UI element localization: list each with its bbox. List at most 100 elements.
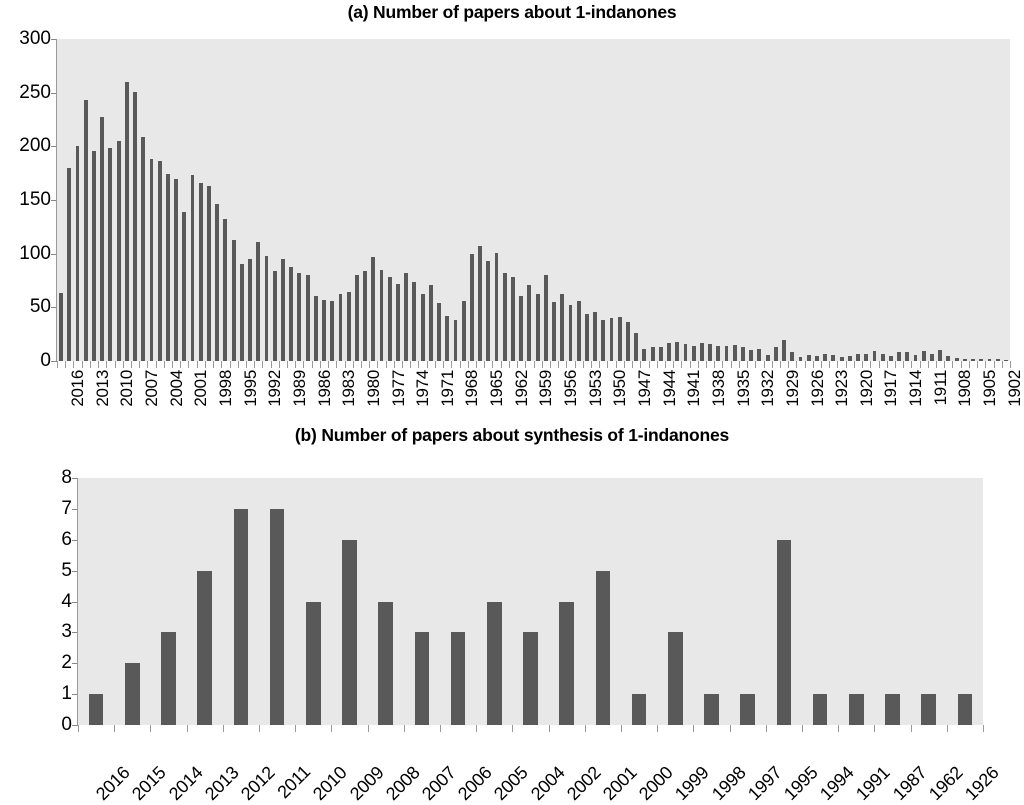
x-axis-tick-mark xyxy=(245,361,247,368)
y-axis-tick-label: 50 xyxy=(29,296,51,318)
x-axis-tick-label: 2008 xyxy=(381,762,424,805)
x-axis-tick-mark xyxy=(139,361,141,368)
x-axis-tick-label: 2016 xyxy=(68,370,88,407)
x-axis-tick-mark xyxy=(845,361,847,368)
x-axis-tick-mark xyxy=(910,725,912,732)
x-axis-tick-mark xyxy=(492,361,494,368)
chart-a-y-axis: 0 50 100 150 200 250 300 xyxy=(13,28,57,371)
bar xyxy=(798,356,803,361)
x-axis-tick-mark xyxy=(985,361,987,368)
x-axis-tick-mark xyxy=(804,361,806,368)
x-axis-tick-label: 1991 xyxy=(852,762,894,805)
x-axis-tick-label: 1944 xyxy=(659,370,679,407)
x-axis-tick-mark xyxy=(229,361,231,368)
x-axis-tick-label: 1956 xyxy=(561,370,581,407)
y-axis-tick-label: 100 xyxy=(19,242,51,264)
y-axis-tick-mark xyxy=(72,632,78,634)
bar xyxy=(157,161,162,361)
y-axis-tick-label: 1 xyxy=(61,683,72,705)
x-axis-tick-mark xyxy=(706,361,708,368)
x-axis-tick-mark xyxy=(738,361,740,368)
x-axis-tick-mark xyxy=(946,725,948,732)
x-axis-tick-mark xyxy=(254,361,256,368)
y-axis-tick-label: 3 xyxy=(61,621,72,643)
x-axis-tick-mark xyxy=(632,361,634,368)
bar xyxy=(642,349,647,361)
bar xyxy=(239,264,244,361)
x-axis-tick-label: 1926 xyxy=(807,370,827,407)
chart-b-y-axis: 0 1 2 3 4 5 6 7 8 xyxy=(34,467,78,735)
x-axis-tick-mark xyxy=(319,361,321,368)
x-axis-tick-label: 1998 xyxy=(215,370,235,407)
x-axis-tick-label: 1987 xyxy=(888,762,931,805)
x-axis-tick-mark xyxy=(615,361,617,368)
bar xyxy=(523,632,538,725)
bar xyxy=(269,508,285,725)
bar xyxy=(741,347,745,361)
x-axis-tick-mark xyxy=(57,361,58,368)
x-axis-tick-label: 2010 xyxy=(309,762,351,805)
x-axis-tick-mark xyxy=(574,361,576,368)
bar xyxy=(478,246,483,361)
x-axis-tick-mark xyxy=(1001,361,1003,368)
x-axis-tick-mark xyxy=(599,361,601,368)
x-axis-tick-mark xyxy=(878,361,880,368)
x-axis-tick-label: 1994 xyxy=(816,762,858,805)
bar xyxy=(92,150,96,361)
y-axis-tick-label: 4 xyxy=(61,590,72,612)
x-axis-tick-mark xyxy=(903,361,905,368)
x-axis-tick-label: 1926 xyxy=(960,762,1003,805)
x-axis-tick-label: 2016 xyxy=(92,762,134,805)
bar xyxy=(404,273,409,361)
x-axis-tick-mark xyxy=(500,361,502,368)
bar xyxy=(125,663,140,725)
bar xyxy=(543,275,548,361)
bar xyxy=(116,140,121,361)
bar xyxy=(67,167,72,361)
y-axis-tick-label: 7 xyxy=(61,497,72,519)
x-axis-tick-label: 1959 xyxy=(536,370,556,407)
x-axis-tick-mark xyxy=(812,361,814,368)
x-axis-tick-mark xyxy=(367,725,369,732)
x-axis-tick-mark xyxy=(517,361,519,368)
x-axis-tick-mark xyxy=(765,725,767,732)
x-axis-tick-mark xyxy=(549,361,551,368)
bar xyxy=(921,351,926,361)
x-axis-tick-label: 2007 xyxy=(142,370,162,407)
chart-b-plot-area xyxy=(78,478,983,725)
bar xyxy=(897,352,902,361)
bar xyxy=(995,358,1000,361)
x-axis-tick-mark xyxy=(259,725,260,732)
bar xyxy=(839,356,844,361)
x-axis-tick-mark xyxy=(426,361,428,368)
x-axis-tick-label: 1999 xyxy=(671,762,713,805)
x-axis-tick-mark xyxy=(919,361,921,368)
y-axis-tick-mark xyxy=(51,361,57,362)
bar xyxy=(378,601,393,725)
x-axis-tick-label: 1962 xyxy=(511,370,531,407)
x-axis-tick-mark xyxy=(328,361,330,368)
bar xyxy=(790,352,795,361)
bar xyxy=(280,259,285,361)
y-axis-tick-label: 150 xyxy=(19,189,51,210)
y-axis-tick-label: 0 xyxy=(61,714,72,735)
bar xyxy=(576,300,581,361)
x-axis-tick-mark xyxy=(525,361,527,368)
bar xyxy=(724,345,729,361)
x-axis-tick-label: 1962 xyxy=(924,762,967,805)
y-axis-tick-label: 6 xyxy=(61,528,72,550)
bar xyxy=(683,343,688,361)
x-axis-tick-mark xyxy=(114,361,116,368)
y-axis-tick-mark xyxy=(72,694,78,696)
y-axis-tick-mark xyxy=(51,307,57,309)
bar xyxy=(149,159,154,361)
x-axis-tick-label: 1935 xyxy=(733,370,753,407)
x-axis-tick-label: 2006 xyxy=(454,762,496,805)
bar xyxy=(511,277,515,361)
bar xyxy=(412,281,417,361)
x-axis-tick-label: 1905 xyxy=(980,370,1000,407)
bar xyxy=(469,253,474,361)
x-axis-tick-mark xyxy=(163,361,165,368)
bar xyxy=(233,508,249,725)
bar xyxy=(812,694,828,725)
